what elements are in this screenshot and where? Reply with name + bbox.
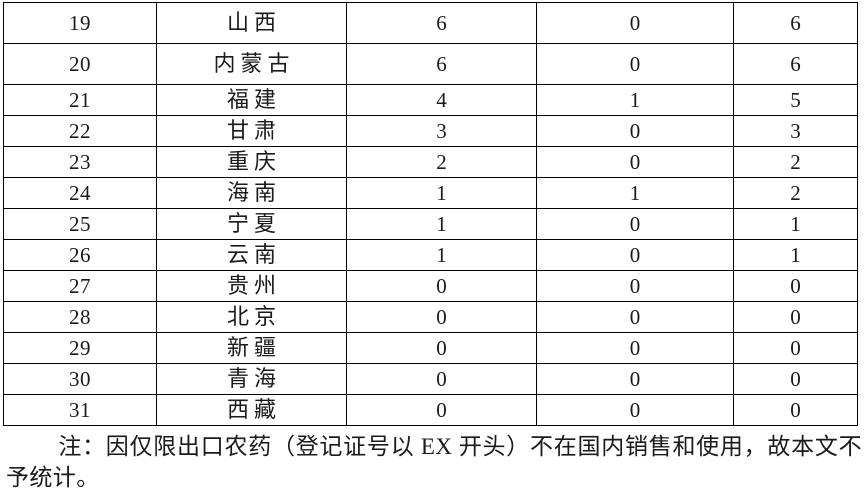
cell-value-2: 0 (536, 43, 734, 85)
cell-value-3: 0 (733, 363, 858, 395)
cell-region: 北京 (156, 301, 347, 333)
cell-index: 31 (3, 394, 157, 426)
cell-index: 25 (3, 208, 157, 240)
cell-value-1: 1 (346, 177, 537, 209)
cell-region: 西藏 (156, 394, 347, 426)
cell-value-2: 0 (536, 332, 734, 364)
cell-value-1: 2 (346, 146, 537, 178)
cell-value-3: 3 (733, 115, 858, 147)
cell-value-3: 6 (733, 43, 858, 85)
cell-region: 新疆 (156, 332, 347, 364)
cell-value-2: 0 (536, 2, 734, 44)
cell-value-1: 0 (346, 363, 537, 395)
cell-value-2: 0 (536, 239, 734, 271)
cell-value-3: 6 (733, 2, 858, 44)
cell-value-1: 3 (346, 115, 537, 147)
cell-value-3: 0 (733, 394, 858, 426)
cell-value-2: 0 (536, 301, 734, 333)
table-row: 24 海南 1 1 2 (3, 177, 858, 209)
cell-region: 山西 (156, 2, 347, 44)
cell-region: 重庆 (156, 146, 347, 178)
cell-value-1: 6 (346, 43, 537, 85)
cell-value-3: 0 (733, 301, 858, 333)
cell-index: 19 (3, 2, 157, 44)
cell-index: 29 (3, 332, 157, 364)
cell-index: 27 (3, 270, 157, 302)
cell-region: 青海 (156, 363, 347, 395)
data-table-container: 19 山西 6 0 6 20 内蒙古 6 0 6 21 福建 4 1 5 22 甘肃 3 0 3 23 重庆 2 0 2 24 海南… (3, 2, 858, 426)
table-row: 25 宁夏 1 0 1 (3, 208, 858, 240)
cell-index: 21 (3, 84, 157, 116)
cell-value-3: 1 (733, 208, 858, 240)
cell-index: 24 (3, 177, 157, 209)
table-row: 21 福建 4 1 5 (3, 84, 858, 116)
cell-index: 26 (3, 239, 157, 271)
cell-region: 海南 (156, 177, 347, 209)
cell-index: 20 (3, 43, 157, 85)
cell-region: 贵州 (156, 270, 347, 302)
cell-value-2: 1 (536, 84, 734, 116)
table-row: 23 重庆 2 0 2 (3, 146, 858, 178)
cell-region: 宁夏 (156, 208, 347, 240)
table-row: 30 青海 0 0 0 (3, 363, 858, 395)
cell-value-1: 0 (346, 394, 537, 426)
cell-value-3: 1 (733, 239, 858, 271)
cell-value-3: 0 (733, 270, 858, 302)
table-row: 28 北京 0 0 0 (3, 301, 858, 333)
table-footnote: 注：因仅限出口农药（登记证号以 EX 开头）不在国内销售和使用，故本文不予统计。 (6, 431, 862, 493)
cell-value-2: 0 (536, 208, 734, 240)
table-row: 29 新疆 0 0 0 (3, 332, 858, 364)
table-row: 27 贵州 0 0 0 (3, 270, 858, 302)
cell-value-1: 1 (346, 239, 537, 271)
cell-index: 28 (3, 301, 157, 333)
cell-value-1: 1 (346, 208, 537, 240)
cell-value-3: 2 (733, 146, 858, 178)
table-row: 22 甘肃 3 0 3 (3, 115, 858, 147)
footnote-text: 注：因仅限出口农药（登记证号以 EX 开头）不在国内销售和使用，故本文不予统计。 (6, 434, 862, 490)
cell-value-2: 0 (536, 146, 734, 178)
cell-value-2: 1 (536, 177, 734, 209)
cell-value-3: 2 (733, 177, 858, 209)
cell-value-1: 0 (346, 270, 537, 302)
cell-value-2: 0 (536, 115, 734, 147)
table-row: 20 内蒙古 6 0 6 (3, 43, 858, 85)
table-row: 19 山西 6 0 6 (3, 2, 858, 44)
cell-region: 内蒙古 (156, 43, 347, 85)
cell-value-1: 0 (346, 332, 537, 364)
cell-region: 云南 (156, 239, 347, 271)
province-statistics-table: 19 山西 6 0 6 20 内蒙古 6 0 6 21 福建 4 1 5 22 甘肃 3 0 3 23 重庆 2 0 2 24 海南… (3, 2, 858, 426)
cell-value-2: 0 (536, 270, 734, 302)
cell-region: 甘肃 (156, 115, 347, 147)
cell-value-2: 0 (536, 394, 734, 426)
table-body: 19 山西 6 0 6 20 内蒙古 6 0 6 21 福建 4 1 5 22 甘肃 3 0 3 23 重庆 2 0 2 24 海南… (3, 2, 858, 426)
cell-value-3: 5 (733, 84, 858, 116)
cell-region: 福建 (156, 84, 347, 116)
table-row: 31 西藏 0 0 0 (3, 394, 858, 426)
cell-value-1: 4 (346, 84, 537, 116)
cell-index: 30 (3, 363, 157, 395)
cell-value-1: 6 (346, 2, 537, 44)
table-row: 26 云南 1 0 1 (3, 239, 858, 271)
cell-value-2: 0 (536, 363, 734, 395)
cell-index: 22 (3, 115, 157, 147)
cell-value-1: 0 (346, 301, 537, 333)
cell-value-3: 0 (733, 332, 858, 364)
cell-index: 23 (3, 146, 157, 178)
